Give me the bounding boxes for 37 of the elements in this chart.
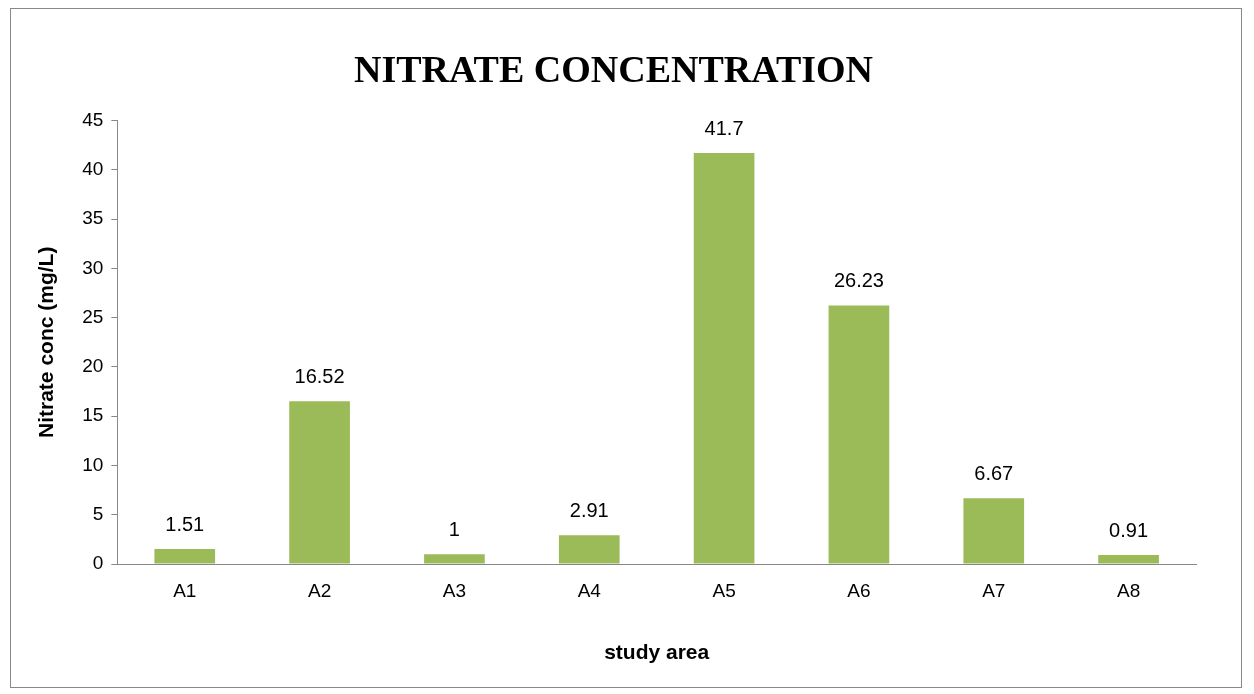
x-tick-label: A5: [712, 579, 736, 601]
y-tick-label: 10: [82, 453, 104, 475]
y-tick-label: 30: [82, 256, 104, 278]
chart-title: NITRATE CONCENTRATION: [353, 47, 874, 90]
x-tick-label: A2: [307, 579, 332, 601]
bar: [828, 305, 890, 564]
y-tick-label: 0: [92, 552, 104, 574]
x-tick-label: A6: [847, 579, 871, 601]
y-tick-label: 35: [82, 207, 104, 229]
data-label: 1.51: [165, 512, 205, 535]
x-tick-label: A1: [173, 579, 197, 601]
y-tick-label: 5: [92, 502, 104, 524]
y-tick-label: 20: [82, 355, 104, 377]
data-label: 0.91: [1109, 518, 1149, 541]
data-label: 1: [448, 517, 460, 540]
x-tick-label: A3: [442, 579, 467, 601]
bar: [693, 153, 755, 564]
x-tick-label: A4: [577, 579, 602, 601]
y-axis-title: Nitrate conc (mg/L): [34, 246, 58, 438]
data-label: 16.52: [294, 364, 345, 387]
data-label: 2.91: [569, 498, 609, 521]
bar: [424, 554, 485, 564]
bar: [154, 549, 216, 564]
bar: [289, 401, 350, 564]
y-tick-label: 25: [82, 305, 104, 327]
data-label: 26.23: [833, 269, 884, 292]
x-tick-label: A7: [982, 579, 1006, 601]
bar: [1098, 555, 1159, 564]
data-label: 41.7: [704, 116, 744, 139]
data-label: 6.67: [974, 461, 1014, 484]
bar: [558, 535, 620, 564]
x-axis-title: study area: [604, 640, 710, 664]
x-tick-label: A8: [1116, 579, 1141, 601]
y-tick-label: 15: [82, 404, 104, 426]
bar: [963, 498, 1025, 564]
y-tick-label: 45: [82, 108, 104, 130]
y-tick-label: 40: [82, 158, 104, 180]
